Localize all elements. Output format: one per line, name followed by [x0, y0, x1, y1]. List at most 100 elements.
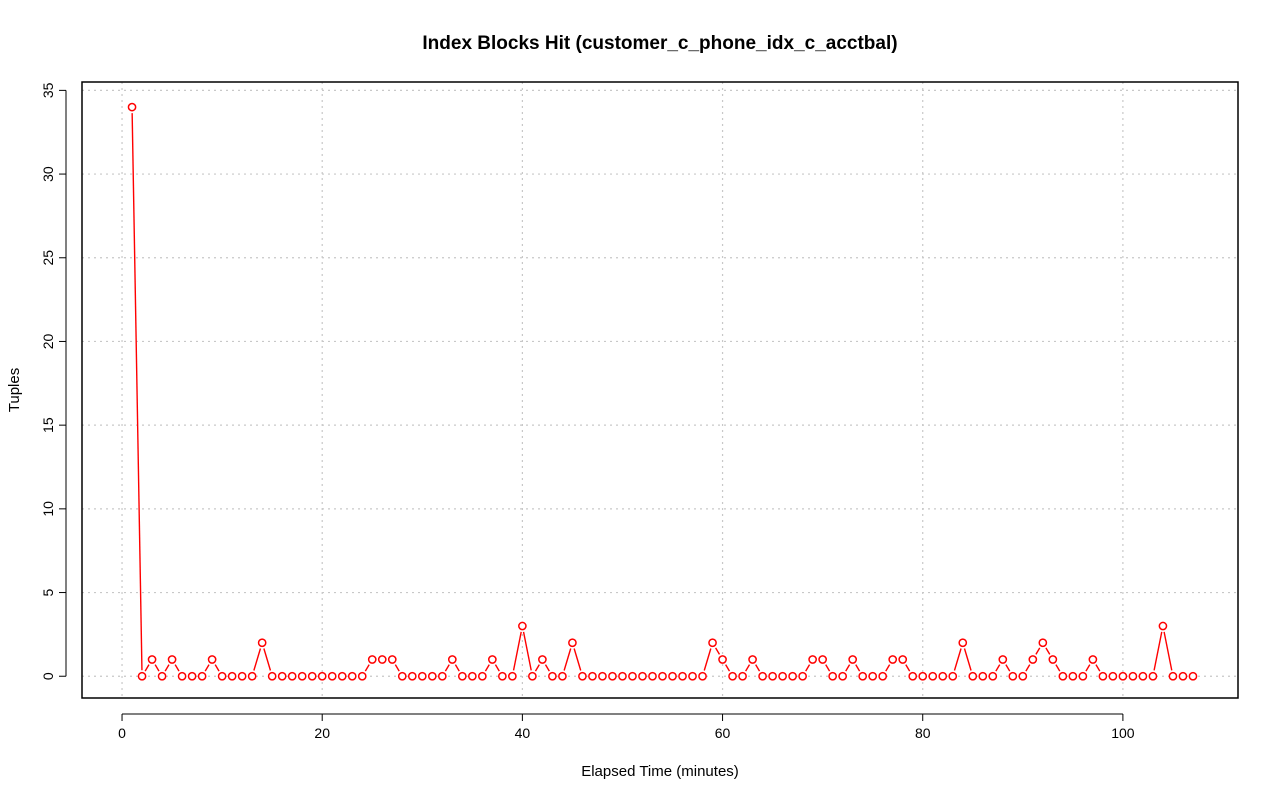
data-point [598, 671, 607, 681]
y-tick-label: 35 [40, 82, 56, 98]
data-point [878, 671, 888, 681]
x-tick-label: 40 [515, 725, 531, 741]
series-segment [755, 664, 761, 672]
series-segment [253, 648, 262, 671]
data-point [1178, 671, 1188, 681]
plot-frame [81, 81, 1239, 699]
series-segment [845, 664, 851, 672]
data-point [367, 655, 377, 664]
data-point [237, 671, 247, 681]
data-point [888, 655, 898, 664]
y-axis-label: Tuples [6, 368, 23, 412]
data-point [998, 655, 1008, 664]
data-point [638, 671, 647, 681]
data-point [968, 671, 978, 681]
series-segment [263, 648, 272, 671]
series-segment [725, 664, 731, 672]
series-segment [154, 664, 160, 672]
data-point [417, 671, 427, 681]
data-point [698, 671, 707, 681]
data-point [1138, 671, 1148, 681]
chart-title: Index Blocks Hit (customer_c_phone_idx_c… [422, 33, 897, 54]
data-point [427, 671, 437, 681]
data-point [1098, 671, 1108, 681]
series-segment [745, 664, 751, 672]
data-point [488, 655, 497, 664]
grid [82, 82, 1238, 698]
series-segment [825, 664, 831, 672]
data-point [518, 621, 527, 631]
series-segment [1085, 664, 1091, 672]
y-tick-label: 0 [40, 672, 56, 680]
data-point [287, 671, 297, 681]
data-point [317, 671, 327, 681]
data-point [718, 655, 727, 664]
data-point [1008, 671, 1018, 681]
data-point [768, 671, 777, 681]
data-point [898, 655, 908, 664]
data-point [918, 671, 928, 681]
series-points [127, 102, 1198, 681]
data-point [628, 671, 637, 681]
series-segment [174, 664, 180, 672]
data-point [668, 671, 677, 681]
y-tick-label: 15 [40, 417, 56, 433]
data-point [267, 671, 277, 681]
data-point [728, 671, 737, 681]
data-point [648, 671, 657, 681]
data-point [147, 655, 157, 664]
series-segment [1045, 647, 1051, 655]
data-point [798, 671, 807, 681]
data-point [1118, 671, 1128, 681]
data-point [257, 638, 267, 648]
data-point [1028, 655, 1038, 664]
data-point [217, 671, 227, 681]
data-point [187, 671, 197, 681]
x-tick-label: 100 [1111, 725, 1135, 741]
data-point [708, 638, 717, 648]
data-point [1038, 638, 1048, 648]
data-point [337, 671, 347, 681]
data-point [407, 671, 417, 681]
x-axis-label: Elapsed Time (minutes) [581, 763, 739, 780]
x-tick-label: 60 [715, 725, 731, 741]
series-segment [364, 664, 370, 672]
x-axis: 0 20 40 60 80 100 [118, 713, 1135, 741]
series-segment [563, 648, 572, 671]
y-tick-label: 30 [40, 166, 56, 182]
x-tick-label: 20 [314, 725, 330, 741]
data-point [828, 671, 837, 681]
data-point [858, 671, 868, 681]
data-point [297, 671, 307, 681]
data-point [508, 671, 517, 681]
data-point [477, 671, 487, 681]
data-point [307, 671, 317, 681]
y-tick-label: 5 [40, 588, 56, 596]
series-segment [494, 664, 500, 672]
series-segment [484, 664, 490, 672]
series-segment [1005, 664, 1011, 672]
data-point [467, 671, 477, 681]
data-point [1018, 671, 1028, 681]
data-point [658, 671, 667, 681]
series-segment [394, 664, 400, 672]
data-point [1058, 671, 1068, 681]
data-point [748, 655, 757, 664]
y-tick-label: 25 [40, 250, 56, 266]
series-segment [1025, 664, 1031, 672]
data-point [978, 671, 988, 681]
series-segment [963, 648, 972, 671]
data-point [578, 671, 587, 681]
data-point [327, 671, 337, 681]
data-point [127, 102, 137, 112]
series-segment [1163, 631, 1173, 671]
data-point [457, 671, 467, 681]
data-point [207, 655, 217, 664]
data-point [157, 671, 167, 681]
series-segment [214, 664, 220, 672]
data-point [538, 655, 547, 664]
series-segment [1055, 664, 1061, 672]
data-point [868, 671, 878, 681]
series-segment [1035, 647, 1041, 655]
data-point [808, 655, 817, 664]
